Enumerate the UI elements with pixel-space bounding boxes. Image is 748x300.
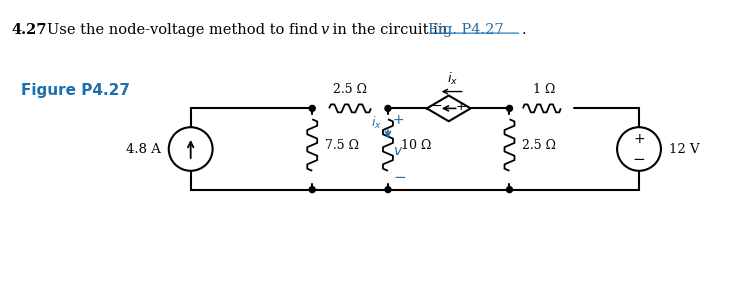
- Text: 2.5 Ω: 2.5 Ω: [522, 139, 557, 152]
- Text: in the circuit in: in the circuit in: [328, 23, 453, 37]
- Text: 10 Ω: 10 Ω: [401, 139, 432, 152]
- Circle shape: [506, 105, 512, 111]
- Text: −: −: [633, 152, 646, 167]
- Text: −: −: [393, 170, 405, 185]
- Text: Use the node-voltage method to find: Use the node-voltage method to find: [47, 23, 323, 37]
- Text: 7.5 Ω: 7.5 Ω: [325, 139, 359, 152]
- Text: 2.5 Ω: 2.5 Ω: [333, 82, 367, 95]
- Text: +: +: [393, 113, 405, 127]
- Text: +: +: [634, 131, 645, 146]
- Text: .: .: [521, 23, 526, 37]
- Circle shape: [506, 187, 512, 193]
- Text: v: v: [320, 23, 328, 37]
- Text: 1 Ω: 1 Ω: [533, 82, 555, 95]
- Circle shape: [385, 187, 391, 193]
- Text: $i_x$: $i_x$: [371, 115, 382, 131]
- Text: $i_x$: $i_x$: [447, 70, 459, 87]
- Text: 4.27: 4.27: [11, 23, 47, 37]
- Circle shape: [309, 105, 315, 111]
- Text: Fig. P4.27: Fig. P4.27: [428, 23, 503, 37]
- Text: 12 V: 12 V: [669, 142, 699, 155]
- Text: $v$: $v$: [393, 144, 403, 158]
- Text: +: +: [456, 100, 466, 113]
- Text: 4.8 A: 4.8 A: [126, 142, 161, 155]
- Circle shape: [309, 187, 315, 193]
- Text: Figure P4.27: Figure P4.27: [21, 82, 130, 98]
- Text: −: −: [432, 100, 442, 113]
- Circle shape: [385, 105, 391, 111]
